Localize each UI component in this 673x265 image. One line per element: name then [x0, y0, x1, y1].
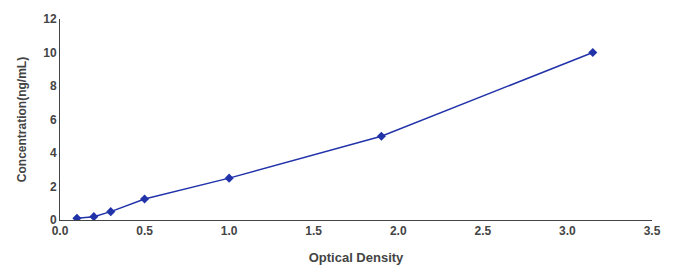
svg-text:3.0: 3.0	[559, 224, 576, 238]
svg-text:1.5: 1.5	[305, 224, 322, 238]
svg-text:2.5: 2.5	[475, 224, 492, 238]
svg-text:Optical Density: Optical Density	[309, 250, 404, 265]
svg-text:0.0: 0.0	[52, 224, 69, 238]
svg-text:3.5: 3.5	[644, 224, 661, 238]
svg-text:12: 12	[43, 12, 57, 26]
svg-text:Concentration(ng/mL): Concentration(ng/mL)	[15, 57, 29, 182]
svg-text:10: 10	[43, 46, 57, 60]
svg-text:6: 6	[50, 113, 57, 127]
svg-text:2: 2	[50, 180, 57, 194]
svg-text:8: 8	[50, 79, 57, 93]
svg-text:0: 0	[50, 213, 57, 227]
svg-text:1.0: 1.0	[221, 224, 238, 238]
svg-text:0.5: 0.5	[136, 224, 153, 238]
svg-text:2.0: 2.0	[390, 224, 407, 238]
svg-text:4: 4	[50, 146, 57, 160]
